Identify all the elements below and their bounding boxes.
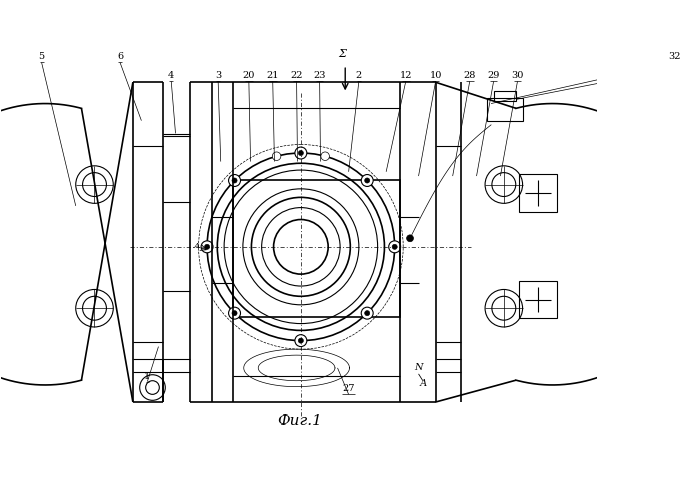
Text: 20: 20 bbox=[243, 71, 255, 80]
Circle shape bbox=[361, 307, 373, 319]
Text: Фиг.1: Фиг.1 bbox=[277, 414, 322, 428]
Text: 23: 23 bbox=[313, 71, 326, 80]
Text: 10: 10 bbox=[429, 71, 442, 80]
Bar bbox=[233, 180, 400, 317]
Circle shape bbox=[361, 175, 373, 186]
Text: 32: 32 bbox=[668, 52, 681, 61]
Text: N: N bbox=[415, 363, 423, 372]
Text: 1: 1 bbox=[144, 372, 150, 381]
Text: 22: 22 bbox=[290, 71, 303, 80]
Circle shape bbox=[229, 175, 240, 186]
Circle shape bbox=[365, 311, 370, 316]
Circle shape bbox=[321, 152, 329, 160]
Circle shape bbox=[229, 307, 240, 319]
Circle shape bbox=[389, 241, 401, 253]
Text: 28: 28 bbox=[463, 71, 476, 80]
Text: 30: 30 bbox=[511, 71, 524, 80]
Circle shape bbox=[232, 178, 237, 183]
Circle shape bbox=[201, 241, 213, 253]
Circle shape bbox=[407, 235, 413, 242]
Circle shape bbox=[295, 147, 307, 159]
Circle shape bbox=[365, 178, 370, 183]
Text: 12: 12 bbox=[400, 71, 412, 80]
Circle shape bbox=[273, 152, 281, 160]
Text: Σ: Σ bbox=[339, 49, 347, 59]
Circle shape bbox=[392, 244, 397, 250]
Circle shape bbox=[298, 338, 303, 343]
Bar bbox=[519, 281, 556, 318]
Text: А: А bbox=[194, 242, 200, 250]
Text: 2: 2 bbox=[356, 71, 362, 80]
Text: 6: 6 bbox=[117, 52, 123, 61]
Text: 4: 4 bbox=[168, 71, 174, 80]
Text: 5: 5 bbox=[38, 52, 45, 61]
Text: А: А bbox=[420, 379, 427, 388]
Text: 29: 29 bbox=[487, 71, 500, 80]
Circle shape bbox=[205, 244, 210, 250]
Bar bbox=[519, 174, 556, 212]
Text: 31: 31 bbox=[698, 52, 699, 61]
Bar bbox=[493, 91, 516, 101]
Bar bbox=[487, 97, 523, 121]
Circle shape bbox=[232, 311, 237, 316]
Text: 3: 3 bbox=[215, 71, 222, 80]
Circle shape bbox=[298, 150, 303, 156]
Circle shape bbox=[295, 335, 307, 347]
Text: 21: 21 bbox=[266, 71, 279, 80]
Text: 27: 27 bbox=[343, 384, 355, 394]
